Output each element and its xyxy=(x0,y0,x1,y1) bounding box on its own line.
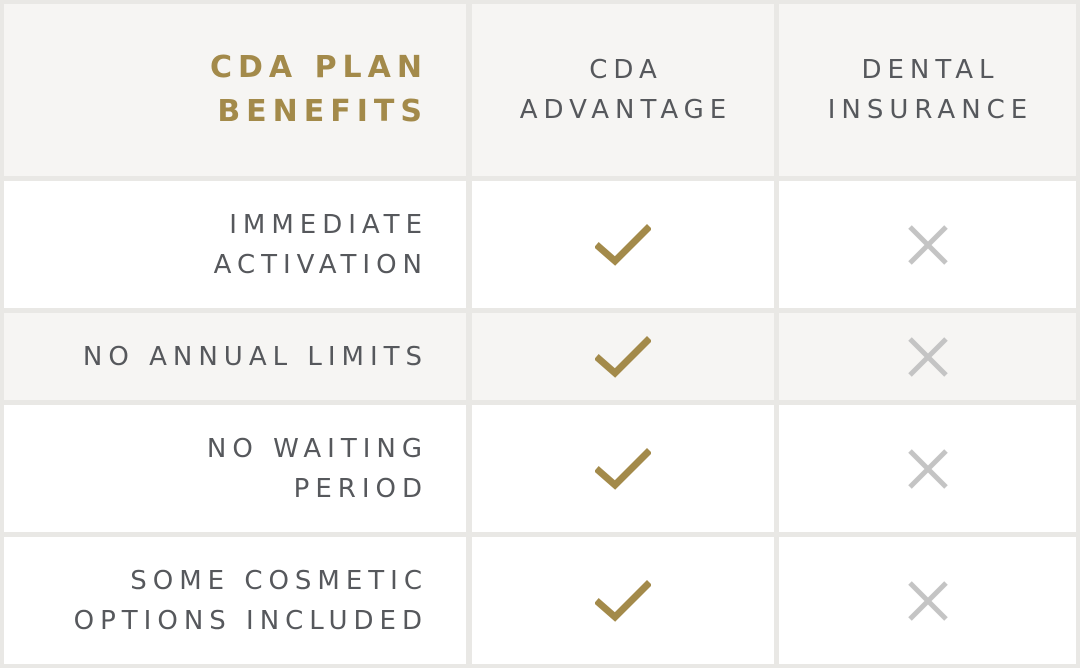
row-label-no-annual-limits: NO ANNUAL LIMITS xyxy=(82,341,428,372)
row-label-cell: NO WAITING PERIOD xyxy=(4,405,466,532)
check-icon xyxy=(595,335,651,378)
header-cda-advantage-cell: CDA ADVANTAGE xyxy=(472,4,774,176)
cross-mark-stroke xyxy=(907,336,948,377)
row-label-immediate-activation: IMMEDIATE ACTIVATION xyxy=(213,209,428,280)
cross-mark-stroke xyxy=(907,580,948,621)
check-mark-stroke xyxy=(595,579,651,622)
header-dental-insurance-cell: DENTAL INSURANCE xyxy=(779,4,1076,176)
row-label-no-waiting-period: NO WAITING PERIOD xyxy=(206,433,428,504)
row-label-some-cosmetic-options-included: SOME COSMETIC OPTIONS INCLUDED xyxy=(73,565,428,636)
cross-icon xyxy=(907,448,948,489)
check-icon xyxy=(595,223,651,266)
column-header-cda-advantage: CDA ADVANTAGE xyxy=(519,55,733,125)
cross-icon xyxy=(907,224,948,265)
check-icon xyxy=(595,447,651,490)
header-title-cell: CDA PLAN BENEFITS xyxy=(4,4,466,176)
dental-insurance-cell xyxy=(779,181,1076,308)
row-label-cell: SOME COSMETIC OPTIONS INCLUDED xyxy=(4,537,466,664)
cross-icon xyxy=(907,580,948,621)
dental-insurance-cell xyxy=(779,405,1076,532)
cda-advantage-cell xyxy=(472,537,774,664)
check-mark-stroke xyxy=(595,335,651,378)
table-title: CDA PLAN BENEFITS xyxy=(209,50,428,129)
row-label-cell: NO ANNUAL LIMITS xyxy=(4,313,466,400)
dental-insurance-cell xyxy=(779,313,1076,400)
column-header-dental-insurance: DENTAL INSURANCE xyxy=(827,55,1034,125)
cda-advantage-cell xyxy=(472,313,774,400)
check-mark-stroke xyxy=(595,223,651,266)
dental-insurance-cell xyxy=(779,537,1076,664)
row-label-cell: IMMEDIATE ACTIVATION xyxy=(4,181,466,308)
cross-icon xyxy=(907,336,948,377)
cda-advantage-cell xyxy=(472,405,774,532)
check-mark-stroke xyxy=(595,447,651,490)
cross-mark-stroke xyxy=(907,224,948,265)
cross-mark-stroke xyxy=(907,448,948,489)
cda-advantage-cell xyxy=(472,181,774,308)
check-icon xyxy=(595,579,651,622)
